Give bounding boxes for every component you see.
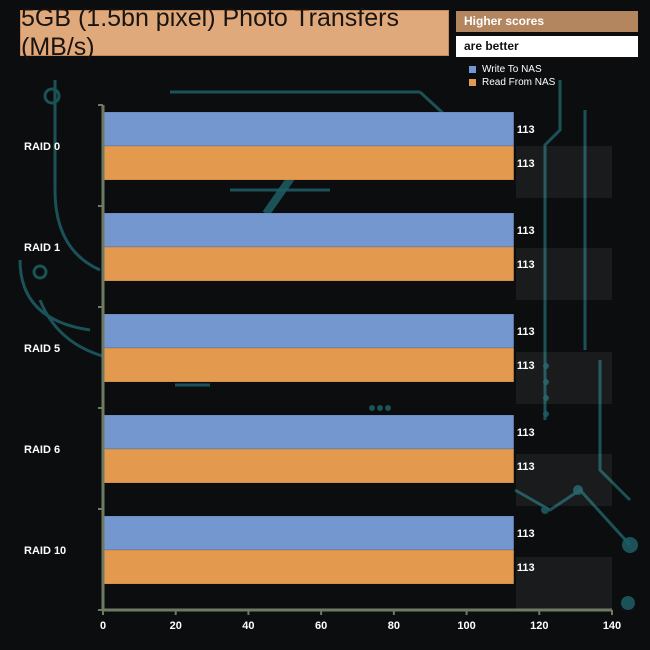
legend-swatch-write [469, 66, 476, 73]
x-tick-label-7: 140 [603, 620, 621, 632]
legend-swatch-read [469, 79, 476, 86]
bar-write-4 [102, 515, 515, 551]
category-label-4: RAID 10 [24, 545, 66, 557]
bar-read-0 [102, 145, 515, 181]
data-label-read-4: 113 [517, 562, 535, 574]
data-label-read-1: 113 [517, 259, 535, 271]
bar-write-0 [102, 111, 515, 147]
bar-read-2 [102, 347, 515, 383]
legend-item-read: Read From NAS [469, 76, 555, 89]
data-label-write-3: 113 [517, 427, 535, 439]
category-label-2: RAID 5 [24, 343, 60, 355]
data-label-write-4: 113 [517, 528, 535, 540]
data-label-read-2: 113 [517, 360, 535, 372]
legend-item-write: Write To NAS [469, 63, 555, 76]
x-tick-label-2: 40 [242, 620, 254, 632]
data-label-read-3: 113 [517, 461, 535, 473]
legend-label-read: Read From NAS [482, 77, 556, 88]
note-higher-scores: Higher scores [456, 11, 638, 32]
x-tick-label-5: 100 [457, 620, 475, 632]
bar-read-3 [102, 448, 515, 484]
x-tick-label-0: 0 [100, 620, 106, 632]
x-tick-label-6: 120 [530, 620, 548, 632]
bar-write-1 [102, 212, 515, 248]
legend-label-write: Write To NAS [482, 64, 542, 75]
category-label-3: RAID 6 [24, 444, 60, 456]
category-label-1: RAID 1 [24, 242, 60, 254]
bar-read-4 [102, 549, 515, 585]
data-label-write-1: 113 [517, 225, 535, 237]
x-tick-label-3: 60 [315, 620, 327, 632]
bar-write-3 [102, 414, 515, 450]
bar-write-2 [102, 313, 515, 349]
bar-read-1 [102, 246, 515, 282]
category-label-0: RAID 0 [24, 141, 60, 153]
legend: Write To NAS Read From NAS [469, 63, 555, 89]
x-tick-label-1: 20 [170, 620, 182, 632]
note-are-better: are better [456, 36, 638, 57]
data-label-write-2: 113 [517, 326, 535, 338]
data-label-read-0: 113 [517, 158, 535, 170]
x-tick-label-4: 80 [388, 620, 400, 632]
data-label-write-0: 113 [517, 124, 535, 136]
